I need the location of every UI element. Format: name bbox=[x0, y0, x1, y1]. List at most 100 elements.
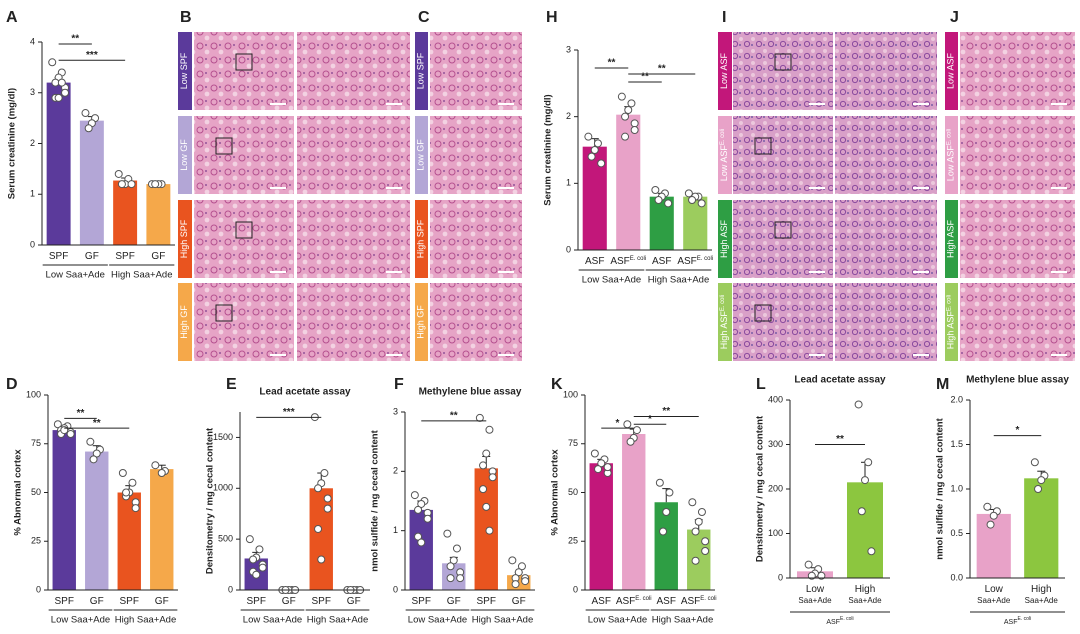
significance-label: ** bbox=[658, 64, 666, 75]
y-tick-label: 0 bbox=[228, 584, 233, 594]
x-tick-sublabel: Saa+Ade bbox=[798, 596, 832, 605]
y-tick-label: 100 bbox=[563, 389, 578, 399]
y-tick-label: 1000 bbox=[213, 483, 233, 493]
data-point bbox=[81, 109, 90, 118]
x-tick-label: SPF bbox=[115, 251, 134, 262]
data-point bbox=[594, 465, 603, 474]
category: SPF bbox=[115, 251, 134, 262]
row-label: Low GF bbox=[179, 139, 189, 171]
label-strip bbox=[718, 200, 732, 278]
x-tick-sublabel: Saa+Ade bbox=[848, 596, 882, 605]
category: GF bbox=[282, 596, 296, 607]
data-point bbox=[697, 508, 706, 516]
data-point bbox=[456, 574, 465, 583]
significance-label: * bbox=[616, 418, 620, 429]
x-tick-label: SPF bbox=[412, 596, 431, 607]
inset-box bbox=[774, 221, 792, 239]
y-tick-label: 4 bbox=[30, 36, 35, 46]
data-point bbox=[691, 527, 700, 536]
x-tick-label: ASF bbox=[652, 256, 671, 267]
y-tick-label: 1 bbox=[30, 189, 35, 199]
histology-image bbox=[430, 200, 522, 278]
significance-label: ** bbox=[662, 406, 670, 417]
y-tick-label: 25 bbox=[568, 536, 578, 546]
scale-bar bbox=[386, 271, 402, 273]
x-tick-label: ASFE. coli bbox=[677, 256, 713, 267]
data-point bbox=[867, 547, 876, 556]
label-strip bbox=[718, 283, 732, 361]
bar bbox=[52, 430, 76, 590]
chart-title: Lead acetate assay bbox=[794, 375, 886, 386]
inset-box bbox=[754, 137, 772, 155]
histology-image bbox=[297, 116, 410, 194]
data-point bbox=[414, 505, 423, 514]
category: GF bbox=[512, 596, 526, 607]
label-strip bbox=[415, 116, 428, 194]
category: ASF bbox=[657, 596, 676, 607]
x-tick-label: ASF bbox=[585, 256, 604, 267]
row-label-sup: E. coli bbox=[720, 295, 726, 311]
y-tick-label: 0 bbox=[778, 572, 783, 582]
scale-bar bbox=[913, 354, 929, 356]
group-text: ASF bbox=[826, 619, 840, 626]
x-tick-label: ASFE. coli bbox=[681, 596, 717, 607]
category: GF bbox=[85, 251, 99, 262]
data-point bbox=[452, 544, 461, 553]
data-point bbox=[449, 556, 458, 565]
data-point bbox=[86, 437, 95, 446]
data-point bbox=[655, 478, 664, 487]
group-label: Low Saa+Ade bbox=[46, 270, 105, 281]
scale-bar bbox=[270, 271, 286, 273]
y-tick-label: 200 bbox=[768, 483, 783, 493]
y-axis-label: % Abnormal cortex bbox=[13, 449, 24, 536]
bar bbox=[622, 434, 646, 590]
x-tick-label: GF bbox=[282, 596, 296, 607]
y-tick-label: 50 bbox=[568, 487, 578, 497]
data-point bbox=[252, 570, 261, 579]
data-point bbox=[691, 556, 700, 565]
data-point bbox=[1037, 476, 1046, 485]
x-tick-label: GF bbox=[85, 251, 99, 262]
data-point bbox=[423, 514, 432, 523]
label-strip bbox=[415, 32, 428, 110]
row-label-text: Low ASF bbox=[719, 52, 729, 89]
data-point bbox=[475, 413, 484, 422]
data-point bbox=[249, 555, 258, 564]
row-label-text: High GF bbox=[179, 305, 189, 339]
label-strip bbox=[178, 32, 192, 110]
row-label: Low SPF bbox=[416, 52, 426, 89]
category: Low bbox=[806, 584, 825, 595]
label-strip bbox=[945, 32, 958, 110]
group-text: ASF bbox=[1004, 619, 1018, 626]
y-axis-label: % Abnormal cortex bbox=[550, 449, 561, 536]
category-sup: E. coli bbox=[635, 596, 651, 602]
data-point bbox=[514, 568, 523, 577]
panel-letter: H bbox=[546, 9, 558, 26]
scale-bar bbox=[1051, 271, 1067, 273]
significance-label: ** bbox=[641, 72, 649, 83]
bar bbox=[46, 82, 71, 245]
bar bbox=[85, 451, 109, 590]
significance-label: *** bbox=[283, 407, 295, 418]
group-label: High Saa+Ade bbox=[307, 615, 369, 626]
row-label-text: Low SPF bbox=[416, 52, 426, 89]
category: ASF bbox=[677, 256, 696, 267]
row-label-text: High SPF bbox=[179, 219, 189, 258]
y-tick-label: 3 bbox=[30, 87, 35, 97]
data-point bbox=[694, 517, 703, 526]
y-tick-label: 2.0 bbox=[950, 394, 963, 404]
row-label-text: Low ASF bbox=[946, 145, 956, 182]
category: SPF bbox=[55, 596, 74, 607]
significance-label: ** bbox=[77, 408, 85, 419]
y-tick-label: 1.5 bbox=[950, 439, 963, 449]
row-label-text: Low GF bbox=[416, 139, 426, 171]
data-point bbox=[446, 562, 455, 571]
data-point bbox=[446, 574, 455, 583]
data-point bbox=[684, 189, 693, 198]
category: ASF bbox=[610, 256, 629, 267]
bar bbox=[654, 502, 678, 590]
data-point bbox=[597, 159, 606, 168]
label-strip bbox=[945, 116, 958, 194]
row-label: High ASF bbox=[719, 219, 729, 258]
inset-box bbox=[215, 304, 233, 322]
